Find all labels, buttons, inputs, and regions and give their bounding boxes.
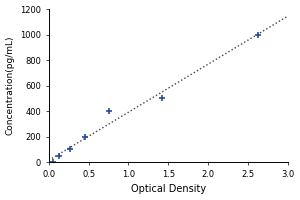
Y-axis label: Concentration(pg/mL): Concentration(pg/mL) [6,36,15,135]
X-axis label: Optical Density: Optical Density [131,184,206,194]
